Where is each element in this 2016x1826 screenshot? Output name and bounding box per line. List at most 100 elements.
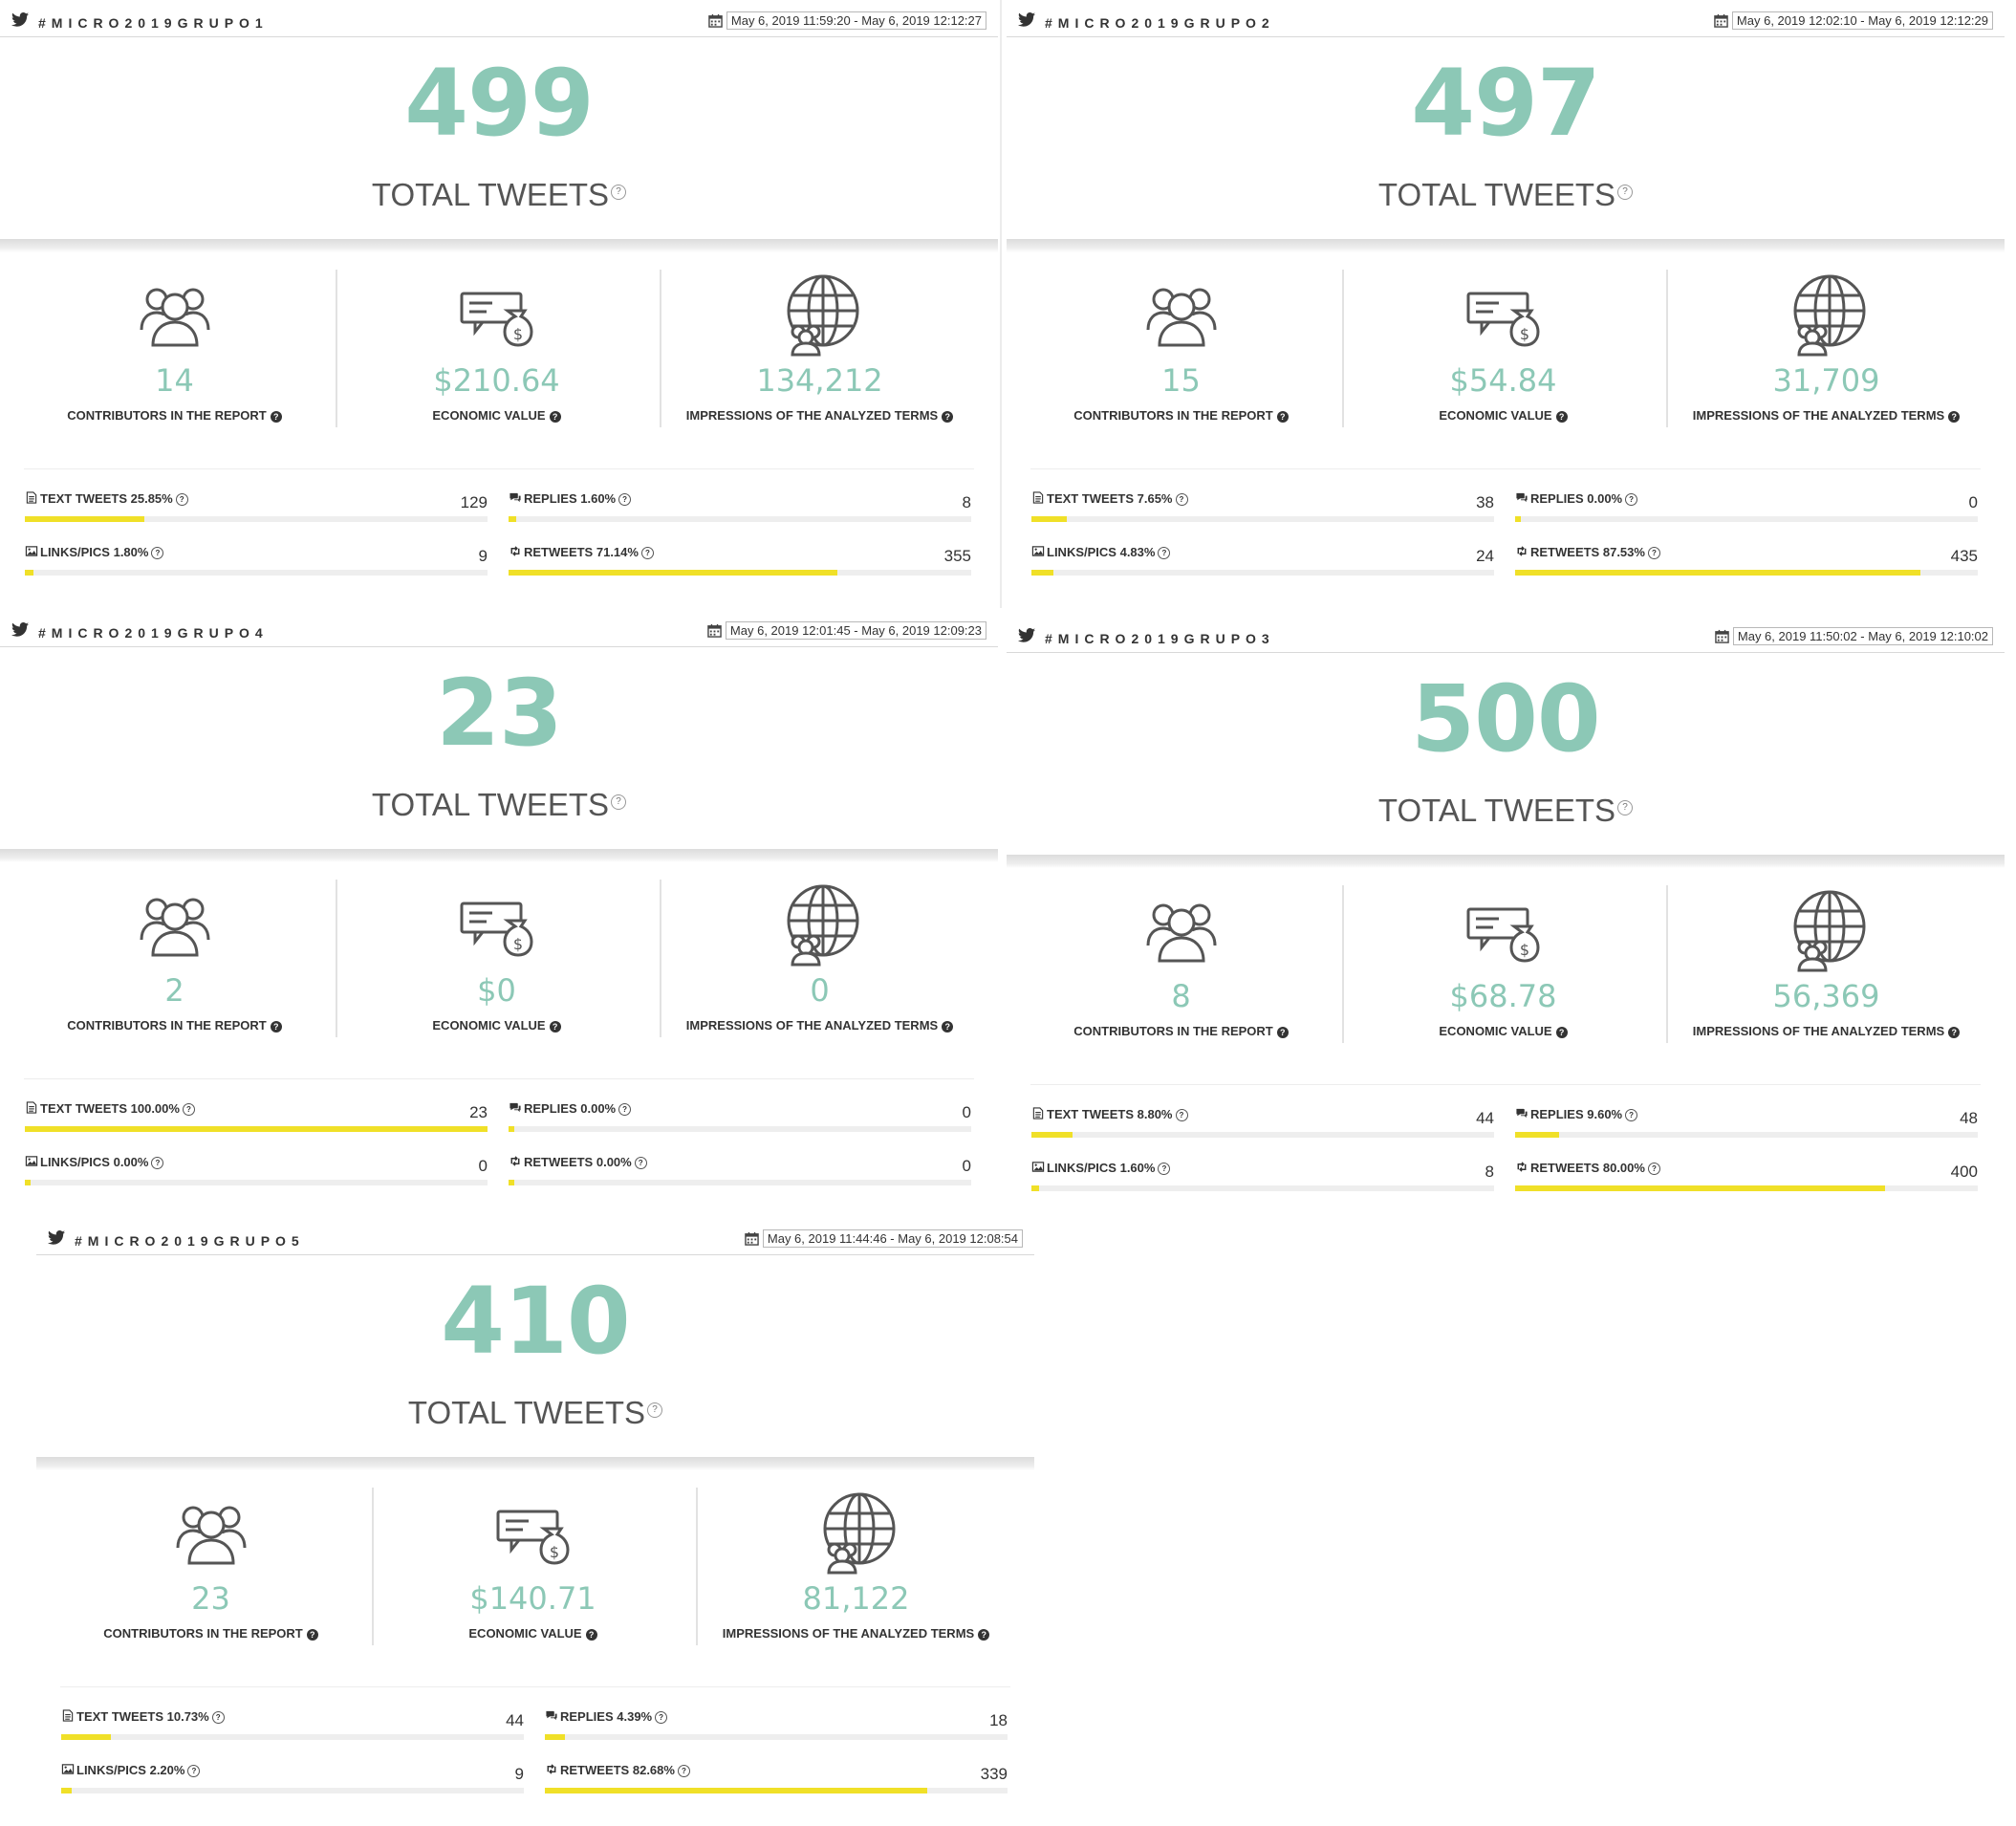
help-icon[interactable]: ? xyxy=(182,1103,195,1117)
progress-fill xyxy=(1515,516,1521,522)
replies-metric: REPLIES 9.60%? 48 xyxy=(1515,1105,1978,1143)
total-tweets-value: 23 xyxy=(436,660,563,767)
help-icon[interactable]: ? xyxy=(655,1711,668,1725)
links-pics-label: LINKS/PICS 1.60%? xyxy=(1047,1161,1171,1176)
image-icon xyxy=(25,546,38,556)
help-icon[interactable]: ? xyxy=(1625,493,1638,507)
help-icon[interactable]: ? xyxy=(1948,1026,1961,1038)
metric-percentage: 2.20% xyxy=(149,1763,185,1777)
date-range-text[interactable]: May 6, 2019 12:02:10 - May 6, 2019 12:12… xyxy=(1731,11,1993,30)
comments-icon xyxy=(1516,1108,1528,1119)
help-icon[interactable]: ? xyxy=(270,1020,282,1033)
help-icon[interactable]: ? xyxy=(306,1628,318,1641)
retweets-metric: RETWEETS 80.00%? 400 xyxy=(1515,1159,1978,1197)
text-tweets-progress xyxy=(25,516,488,522)
help-icon[interactable]: ? xyxy=(1276,410,1289,423)
metric-name: RETWEETS xyxy=(524,1155,594,1169)
help-icon[interactable]: ? xyxy=(270,410,282,423)
help-icon[interactable]: ? xyxy=(151,547,164,560)
replies-progress xyxy=(1515,516,1978,522)
retweets-label: RETWEETS 71.14%? xyxy=(524,545,654,560)
help-icon[interactable]: ? xyxy=(978,1628,990,1641)
contributors-stat: 14 CONTRIBUTORS IN THE REPORT? xyxy=(14,272,335,430)
economic-label-text: ECONOMIC VALUE xyxy=(468,1626,582,1641)
image-icon xyxy=(1031,1162,1045,1172)
help-icon[interactable]: ? xyxy=(1617,185,1634,200)
help-icon[interactable]: ? xyxy=(1555,1026,1568,1038)
help-icon[interactable]: ? xyxy=(942,410,954,423)
help-icon[interactable]: ? xyxy=(1158,1163,1171,1176)
metrics-separator xyxy=(24,1078,974,1079)
help-icon[interactable]: ? xyxy=(677,1765,690,1778)
replies-label: REPLIES 9.60%? xyxy=(1530,1107,1638,1122)
date-range-text[interactable]: May 6, 2019 11:50:02 - May 6, 2019 12:10… xyxy=(1732,626,1993,645)
retweets-progress xyxy=(545,1788,1008,1793)
metrics-separator xyxy=(60,1686,1010,1687)
twitter-icon xyxy=(1018,12,1035,27)
help-icon[interactable]: ? xyxy=(1276,1026,1289,1038)
metric-name: LINKS/PICS xyxy=(1047,545,1116,559)
help-icon[interactable]: ? xyxy=(211,1711,225,1725)
text-tweets-metric: TEXT TWEETS 8.80%? 44 xyxy=(1031,1105,1494,1143)
total-tweets-value: 410 xyxy=(441,1268,630,1375)
total-tweets-label: TOTAL TWEETS? xyxy=(0,177,998,213)
date-range[interactable]: May 6, 2019 12:02:10 - May 6, 2019 12:12… xyxy=(1714,11,1993,30)
help-icon[interactable]: ? xyxy=(549,1020,561,1033)
column-divider xyxy=(1000,0,1002,608)
date-range[interactable]: May 6, 2019 11:59:20 - May 6, 2019 12:12… xyxy=(708,11,986,30)
help-icon[interactable]: ? xyxy=(618,493,632,507)
impressions-globe-icon xyxy=(787,884,858,967)
help-icon[interactable]: ? xyxy=(1617,800,1634,815)
links-pics-count: 8 xyxy=(1485,1163,1494,1181)
progress-fill xyxy=(1515,1132,1560,1138)
help-icon[interactable]: ? xyxy=(585,1628,597,1641)
help-icon[interactable]: ? xyxy=(187,1765,201,1778)
help-icon[interactable]: ? xyxy=(640,547,654,560)
help-icon[interactable]: ? xyxy=(175,493,188,507)
metric-name: LINKS/PICS xyxy=(76,1763,146,1777)
metric-name: TEXT TWEETS xyxy=(76,1709,163,1724)
help-icon[interactable]: ? xyxy=(549,410,561,423)
help-icon[interactable]: ? xyxy=(1625,1109,1638,1122)
help-icon[interactable]: ? xyxy=(1647,1163,1660,1176)
contributors-stat: 8 CONTRIBUTORS IN THE REPORT? xyxy=(1021,888,1341,1046)
help-icon[interactable]: ? xyxy=(1948,410,1961,423)
contributors-icon xyxy=(140,288,209,347)
stat-divider xyxy=(336,880,337,1037)
help-icon[interactable]: ? xyxy=(1555,410,1568,423)
date-range-text[interactable]: May 6, 2019 12:01:45 - May 6, 2019 12:09… xyxy=(725,620,986,640)
date-range[interactable]: May 6, 2019 12:01:45 - May 6, 2019 12:09… xyxy=(707,620,986,640)
help-icon[interactable]: ? xyxy=(634,1157,647,1170)
help-icon[interactable]: ? xyxy=(942,1020,954,1033)
comments-icon xyxy=(546,1710,557,1721)
help-icon[interactable]: ? xyxy=(611,185,627,200)
total-tweets-label-text: TOTAL TWEETS xyxy=(371,177,610,212)
metric-percentage: 100.00% xyxy=(130,1101,180,1116)
replies-count: 18 xyxy=(989,1711,1008,1729)
progress-fill xyxy=(61,1788,72,1793)
svg-text:$: $ xyxy=(549,1543,558,1561)
help-icon[interactable]: ? xyxy=(647,1402,663,1418)
stat-divider xyxy=(1342,270,1344,427)
date-range-text[interactable]: May 6, 2019 11:44:46 - May 6, 2019 12:08… xyxy=(762,1228,1023,1248)
economic-value-label: ECONOMIC VALUE? xyxy=(336,408,657,423)
progress-fill xyxy=(1515,570,1920,576)
help-icon[interactable]: ? xyxy=(611,794,627,810)
economic-value-stat: $ $54.84 ECONOMIC VALUE? xyxy=(1343,272,1663,430)
twitter-icon xyxy=(48,1230,65,1245)
help-icon[interactable]: ? xyxy=(1158,547,1171,560)
economic-value-stat: $ $140.71 ECONOMIC VALUE? xyxy=(373,1490,693,1648)
help-icon[interactable]: ? xyxy=(1175,1109,1188,1122)
links-pics-metric: LINKS/PICS 1.60%? 8 xyxy=(1031,1159,1494,1197)
help-icon[interactable]: ? xyxy=(1175,493,1188,507)
metric-percentage: 1.80% xyxy=(113,545,149,559)
date-range-text[interactable]: May 6, 2019 11:59:20 - May 6, 2019 12:12… xyxy=(726,11,986,30)
date-range[interactable]: May 6, 2019 11:50:02 - May 6, 2019 12:10… xyxy=(1715,626,1993,645)
help-icon[interactable]: ? xyxy=(1647,547,1660,560)
help-icon[interactable]: ? xyxy=(151,1157,164,1170)
text-tweets-progress xyxy=(1031,1132,1494,1138)
economic-value-icon: $ xyxy=(460,292,533,347)
date-range[interactable]: May 6, 2019 11:44:46 - May 6, 2019 12:08… xyxy=(745,1228,1023,1248)
report-panel: #MICRO2019GRUPO3 May 6, 2019 11:50:02 - … xyxy=(1007,616,2005,1224)
help-icon[interactable]: ? xyxy=(618,1103,632,1117)
